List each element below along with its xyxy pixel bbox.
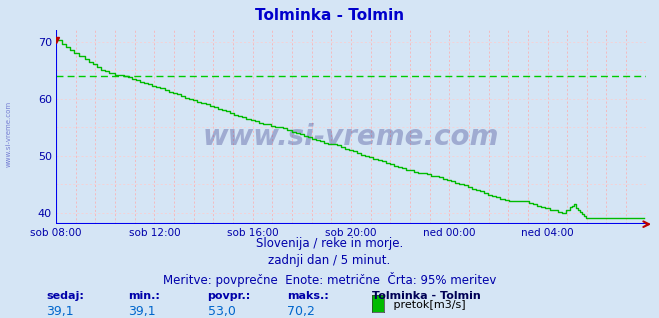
- Text: 39,1: 39,1: [129, 305, 156, 318]
- Text: www.si-vreme.com: www.si-vreme.com: [203, 123, 499, 151]
- Text: povpr.:: povpr.:: [208, 291, 251, 301]
- Text: Meritve: povprečne  Enote: metrične  Črta: 95% meritev: Meritve: povprečne Enote: metrične Črta:…: [163, 272, 496, 287]
- Text: Tolminka - Tolmin: Tolminka - Tolmin: [255, 8, 404, 23]
- Text: min.:: min.:: [129, 291, 160, 301]
- Text: maks.:: maks.:: [287, 291, 328, 301]
- Text: www.si-vreme.com: www.si-vreme.com: [5, 100, 12, 167]
- Text: pretok[m3/s]: pretok[m3/s]: [390, 300, 466, 310]
- Text: 39,1: 39,1: [46, 305, 74, 318]
- Text: 70,2: 70,2: [287, 305, 314, 318]
- Text: 53,0: 53,0: [208, 305, 235, 318]
- Text: zadnji dan / 5 minut.: zadnji dan / 5 minut.: [268, 254, 391, 267]
- Text: Slovenija / reke in morje.: Slovenija / reke in morje.: [256, 237, 403, 250]
- Text: Tolminka - Tolmin: Tolminka - Tolmin: [372, 291, 481, 301]
- Text: sedaj:: sedaj:: [46, 291, 84, 301]
